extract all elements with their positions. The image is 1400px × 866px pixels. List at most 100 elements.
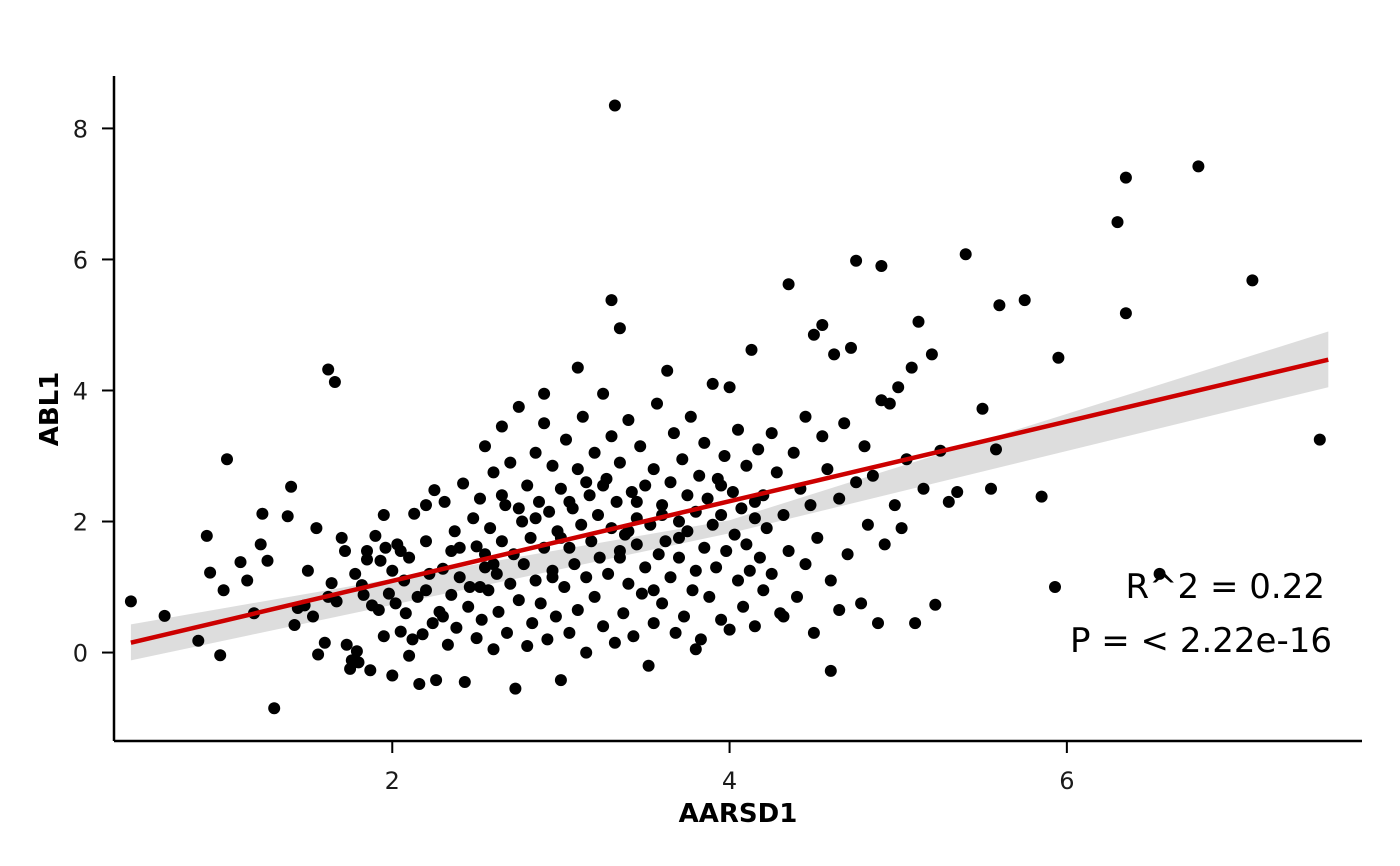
data-point	[576, 410, 589, 423]
data-point	[799, 410, 812, 423]
data-point	[349, 567, 362, 580]
data-point	[389, 597, 402, 610]
data-point	[1052, 351, 1065, 364]
data-point	[1018, 294, 1031, 307]
axes-layer	[112, 76, 1362, 743]
data-point	[737, 600, 750, 613]
data-point	[760, 522, 773, 535]
data-point	[821, 463, 834, 476]
data-point	[379, 541, 392, 554]
data-point	[875, 260, 888, 272]
data-point	[723, 623, 736, 636]
data-point	[335, 531, 348, 544]
data-point	[364, 664, 377, 677]
data-point	[942, 495, 955, 508]
data-point	[1192, 160, 1205, 173]
data-point	[221, 453, 233, 466]
data-point	[888, 499, 901, 512]
data-point	[824, 574, 837, 587]
data-point	[735, 502, 748, 515]
data-point	[959, 248, 972, 261]
data-point	[602, 567, 615, 580]
data-point	[484, 522, 497, 535]
data-point	[563, 541, 576, 554]
data-point	[420, 499, 432, 512]
data-point	[214, 649, 227, 662]
data-point	[850, 476, 863, 489]
data-point	[1035, 490, 1048, 503]
data-point	[715, 613, 728, 626]
data-point	[479, 440, 491, 453]
data-point	[288, 619, 301, 631]
data-point	[204, 566, 217, 579]
data-point	[377, 630, 390, 643]
data-point	[495, 535, 508, 548]
data-point	[158, 609, 171, 622]
data-point	[492, 605, 505, 618]
y-tick-label: 8	[73, 115, 88, 143]
y-tick-label: 6	[73, 246, 88, 274]
data-point	[661, 364, 674, 377]
data-point	[597, 479, 610, 492]
data-point	[748, 495, 761, 508]
data-point	[571, 604, 584, 616]
data-point	[234, 556, 247, 569]
data-point	[504, 577, 517, 590]
data-point	[732, 423, 744, 436]
data-point	[639, 561, 652, 574]
data-points-layer	[124, 99, 1326, 715]
data-point	[416, 628, 429, 641]
data-point	[568, 558, 581, 571]
data-point	[824, 664, 837, 677]
data-point	[807, 328, 820, 341]
data-point	[667, 427, 680, 440]
data-point	[261, 554, 274, 567]
data-point	[254, 538, 267, 551]
data-point	[450, 621, 463, 634]
data-point	[516, 515, 529, 528]
data-point	[777, 509, 790, 521]
data-point	[411, 590, 424, 603]
data-point	[256, 507, 269, 520]
data-point	[526, 617, 539, 630]
data-point	[608, 99, 621, 112]
data-point	[374, 554, 387, 567]
data-point	[310, 522, 323, 535]
data-point	[438, 495, 451, 508]
data-point	[521, 479, 534, 492]
data-point	[436, 610, 449, 623]
data-point	[369, 529, 382, 542]
data-point	[1119, 307, 1132, 320]
data-point	[647, 617, 660, 630]
data-point	[630, 495, 643, 508]
data-point	[487, 643, 500, 656]
data-point	[1111, 216, 1124, 229]
data-point	[617, 607, 630, 620]
x-tick-label: 4	[722, 767, 737, 795]
data-point	[403, 649, 416, 662]
data-point	[1153, 567, 1166, 580]
data-point	[686, 584, 699, 597]
data-point	[467, 512, 480, 525]
data-point	[656, 597, 669, 610]
data-point	[558, 581, 571, 593]
data-point	[909, 617, 922, 630]
data-point	[585, 535, 598, 548]
data-point	[529, 446, 542, 459]
data-point	[681, 525, 694, 538]
data-point	[571, 361, 584, 374]
data-point	[339, 545, 351, 557]
data-point	[740, 538, 753, 551]
data-point	[521, 640, 534, 652]
data-point	[669, 626, 682, 639]
data-point	[753, 551, 766, 564]
data-point	[453, 541, 466, 554]
data-point	[659, 535, 672, 548]
data-point	[610, 495, 623, 508]
y-tick-label: 4	[73, 377, 88, 405]
data-point	[597, 620, 610, 633]
data-point	[681, 489, 694, 502]
data-point	[905, 361, 918, 374]
ticks-layer: 2 4 6 0 2 4 6 8	[73, 115, 1075, 795]
data-point	[951, 486, 964, 498]
